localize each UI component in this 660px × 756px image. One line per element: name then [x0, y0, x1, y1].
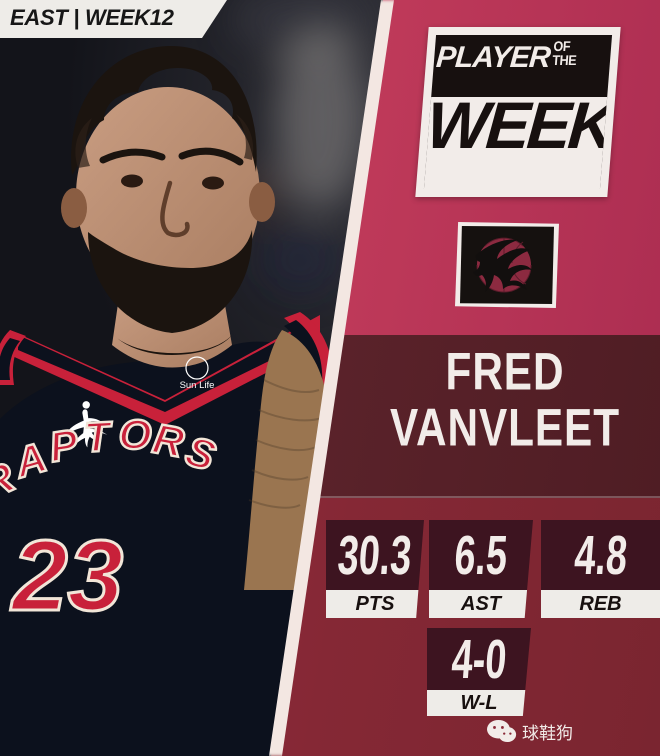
svg-text:23: 23 — [10, 520, 123, 632]
svg-text:O: O — [118, 410, 153, 459]
svg-text:R: R — [0, 453, 22, 509]
svg-text:Sun Life: Sun Life — [180, 380, 215, 391]
svg-text:P: P — [46, 420, 82, 471]
svg-text:A: A — [9, 433, 52, 487]
svg-text:T: T — [83, 413, 114, 461]
svg-text:R: R — [149, 415, 188, 467]
svg-text:S: S — [180, 427, 221, 480]
